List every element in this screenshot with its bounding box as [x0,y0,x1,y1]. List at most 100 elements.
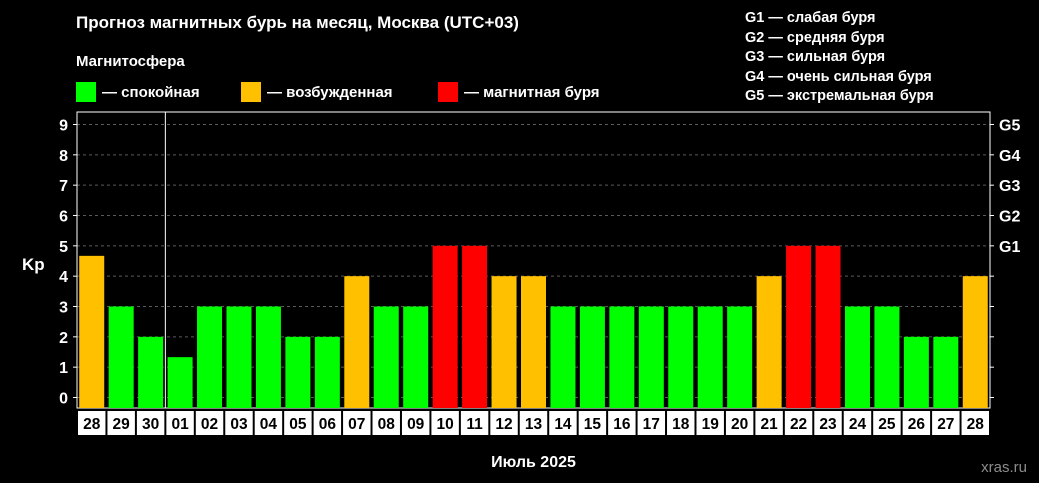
bar [197,306,223,408]
x-tick-label: 05 [289,416,307,433]
x-tick-label: 07 [348,416,365,433]
x-tick-box [578,411,607,435]
legend-label-calm: — спокойная [102,83,200,101]
x-tick-box [843,411,872,435]
legend-title: Магнитосфера [76,53,185,70]
y-axis-label: Kp [22,255,45,274]
bar [344,276,370,408]
x-tick-label: 27 [937,416,954,433]
x-tick-label: 25 [878,416,896,433]
g-legend-g5: G5 — экстремальная буря [745,88,934,104]
x-tick-box [343,411,371,435]
g-legend-g4: G4 — очень сильная буря [745,68,932,85]
bar [403,306,429,408]
bar [903,336,929,408]
x-tick-box [490,411,518,435]
x-tick-box [784,411,813,435]
bar [697,306,723,408]
bar [962,276,988,408]
g-axis-label: G4 [999,148,1020,165]
x-tick-label: 08 [378,416,396,433]
x-tick-label: 28 [83,416,101,433]
g-axis-label: G5 [999,118,1020,135]
bar [226,306,252,408]
legend-item-calm: — спокойная [76,82,200,102]
x-tick-label: 03 [230,416,248,433]
x-tick-label: 14 [554,416,572,433]
g-legend-g1: G1 — слабая буря [745,10,876,26]
bar [874,306,900,408]
x-tick-box [667,411,695,435]
bar [79,255,105,408]
x-tick-box [873,411,901,435]
x-tick-box [902,411,931,435]
bar [786,245,812,408]
legend-item-storm: — магнитная буря [438,82,600,102]
x-tick-label: 20 [731,416,748,433]
x-tick-label: 28 [967,416,985,433]
x-tick-box [372,411,400,435]
x-tick-box [313,411,342,435]
y-tick-label: 5 [59,239,68,256]
bar [314,336,340,408]
x-tick-box [254,411,283,435]
x-tick-box [401,411,430,435]
x-tick-box [814,411,842,435]
x-tick-label: 24 [849,416,867,433]
x-tick-box [961,411,989,435]
x-tick-box [549,411,577,435]
bar [844,306,870,408]
y-tick-label: 1 [59,360,68,377]
legend-swatch-storm [438,82,458,102]
x-tick-box [431,411,459,435]
x-tick-box [107,411,135,435]
x-tick-label: 10 [437,416,454,433]
legend-swatch-excited [241,82,261,102]
bar [255,306,281,408]
x-tick-box [195,411,224,435]
g-axis-label: G2 [999,209,1020,226]
bar [108,306,134,408]
x-tick-box [725,411,754,435]
bar [167,357,193,408]
x-tick-label: 17 [643,416,660,433]
x-tick-box [166,411,194,435]
x-tick-box [460,411,489,435]
y-tick-label: 6 [59,209,68,226]
x-tick-box [608,411,636,435]
bar [727,306,753,408]
x-tick-label: 11 [466,416,483,433]
g-legend-g3: G3 — сильная буря [745,49,886,65]
x-tick-label: 13 [525,416,543,433]
bar [521,276,546,408]
x-tick-box [225,411,253,435]
legend-item-excited: — возбужденная [241,82,393,102]
x-tick-label: 19 [702,416,720,433]
y-tick-label: 0 [59,391,68,408]
x-tick-label: 30 [142,416,159,433]
y-tick-label: 7 [59,178,68,195]
x-tick-box [696,411,724,435]
y-tick-label: 4 [59,269,68,286]
x-tick-box [755,411,783,435]
x-tick-label: 04 [260,416,278,433]
bar [933,336,959,408]
x-tick-label: 09 [407,416,425,433]
bar [138,336,164,408]
bar [638,306,664,408]
x-axis-label: Июль 2025 [491,454,576,471]
legend-label-excited: — возбужденная [267,83,393,101]
x-tick-box [136,411,165,435]
g-scale-legend: G1 — слабая буря G2 — средняя буря G3 — … [745,9,934,107]
bar [285,336,311,408]
bar [815,245,841,408]
y-tick-label: 9 [59,118,68,135]
x-tick-label: 21 [760,416,778,433]
y-tick-label: 2 [59,330,68,347]
x-tick-box [637,411,666,435]
bar [462,245,488,408]
x-tick-box [284,411,312,435]
x-tick-label: 22 [790,416,807,433]
x-tick-label: 06 [319,416,337,433]
x-tick-label: 16 [613,416,631,433]
